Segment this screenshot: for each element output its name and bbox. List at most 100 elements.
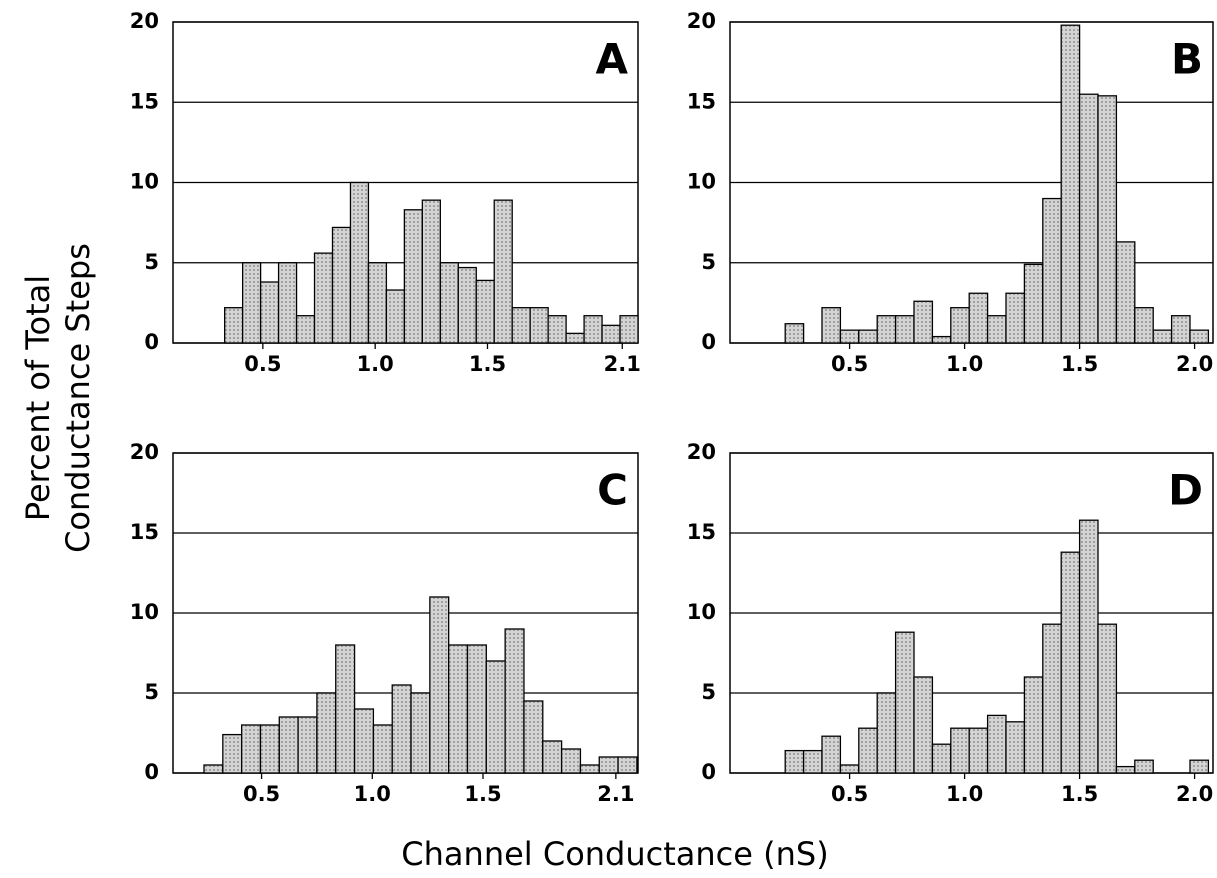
bar-texture bbox=[580, 765, 600, 773]
x-tick-label: 2.0 bbox=[1176, 782, 1213, 806]
bar-texture bbox=[332, 227, 351, 343]
bar-texture bbox=[530, 307, 549, 343]
bar-texture bbox=[1006, 721, 1025, 773]
panel: 0 5 10 15 20 0.5 1.0 1.5 2.1 C bbox=[130, 440, 639, 806]
bar-texture bbox=[1042, 198, 1062, 343]
bar-texture bbox=[932, 336, 951, 343]
panel-letter: D bbox=[1168, 466, 1203, 515]
bar-texture bbox=[404, 209, 423, 343]
bar-texture bbox=[620, 315, 638, 343]
bar-texture bbox=[987, 715, 1006, 773]
x-tick-label: 0.5 bbox=[244, 352, 281, 376]
y-tick-label: 5 bbox=[701, 680, 716, 704]
bar-texture bbox=[969, 728, 988, 773]
bar-texture bbox=[373, 725, 393, 773]
panel: 0 5 10 15 20 0.5 1.0 1.5 2.0 B bbox=[687, 9, 1214, 376]
bar-texture bbox=[350, 182, 369, 343]
bar-texture bbox=[1061, 552, 1080, 773]
x-tick-label: 2.1 bbox=[597, 782, 634, 806]
bar-texture bbox=[822, 736, 841, 773]
y-label-line: Conductance Steps bbox=[59, 243, 97, 553]
bar-texture bbox=[877, 315, 896, 343]
x-tick-label: 1.5 bbox=[1061, 352, 1098, 376]
x-tick-label: 2.1 bbox=[604, 352, 641, 376]
bar-texture bbox=[561, 749, 581, 773]
bar-texture bbox=[204, 765, 223, 773]
bar-texture bbox=[386, 290, 405, 343]
bar-texture bbox=[1024, 264, 1043, 343]
x-tick-label: 2.0 bbox=[1176, 352, 1213, 376]
bar-texture bbox=[260, 282, 279, 343]
x-tick-label: 1.0 bbox=[354, 782, 391, 806]
bar-texture bbox=[914, 301, 933, 343]
bar-texture bbox=[278, 262, 297, 343]
x-tick-label: 1.5 bbox=[469, 352, 506, 376]
bar-texture bbox=[241, 725, 261, 773]
bar-texture bbox=[785, 750, 804, 773]
y-tick-label: 20 bbox=[130, 440, 159, 464]
panel: 0 5 10 15 20 0.5 1.0 1.5 2.0 D bbox=[687, 440, 1214, 806]
y-tick-label: 15 bbox=[687, 89, 716, 113]
x-tick-label: 0.5 bbox=[831, 352, 868, 376]
bar-texture bbox=[440, 262, 459, 343]
bar-texture bbox=[296, 315, 315, 343]
bar-texture bbox=[1116, 766, 1135, 773]
y-tick-label: 20 bbox=[687, 440, 716, 464]
bar-texture bbox=[1116, 241, 1135, 343]
y-tick-label: 20 bbox=[687, 9, 716, 33]
bar-texture bbox=[840, 765, 859, 773]
bar-texture bbox=[476, 280, 495, 343]
bar-texture bbox=[448, 645, 468, 773]
bar-texture bbox=[260, 725, 280, 773]
y-tick-label: 5 bbox=[144, 680, 159, 704]
y-tick-label: 0 bbox=[144, 330, 159, 354]
x-tick-label: 1.0 bbox=[946, 352, 983, 376]
bar-texture bbox=[618, 757, 637, 773]
bar-texture bbox=[1134, 307, 1154, 343]
bar-texture bbox=[1006, 293, 1025, 343]
panel-letter: A bbox=[595, 35, 628, 84]
bar-texture bbox=[494, 200, 513, 343]
panel: 0 5 10 15 20 0.5 1.0 1.5 2.1 A bbox=[130, 9, 641, 376]
x-tick-label: 0.5 bbox=[831, 782, 868, 806]
panel-letter: B bbox=[1171, 35, 1203, 84]
y-tick-label: 10 bbox=[687, 170, 716, 194]
bar-texture bbox=[969, 293, 988, 343]
bar-texture bbox=[368, 262, 387, 343]
bar-texture bbox=[895, 632, 914, 773]
y-tick-label: 15 bbox=[130, 89, 159, 113]
bar-texture bbox=[316, 693, 336, 773]
x-tick-label: 1.0 bbox=[357, 352, 394, 376]
bar-texture bbox=[858, 728, 878, 773]
bar-texture bbox=[895, 315, 914, 343]
bar-texture bbox=[1171, 315, 1190, 343]
y-tick-label: 15 bbox=[687, 520, 716, 544]
x-label: Channel Conductance (nS) bbox=[401, 835, 828, 873]
bar-texture bbox=[1098, 624, 1117, 773]
bar-texture bbox=[950, 307, 970, 343]
bar-texture bbox=[429, 597, 449, 773]
y-tick-label: 10 bbox=[130, 170, 159, 194]
bar-texture bbox=[987, 315, 1006, 343]
bar-texture bbox=[354, 709, 374, 773]
bar-texture bbox=[1061, 25, 1080, 344]
y-tick-label: 0 bbox=[701, 760, 716, 784]
bar-texture bbox=[1190, 330, 1209, 343]
bar-texture bbox=[542, 741, 562, 773]
y-tick-label: 5 bbox=[701, 250, 716, 274]
bar-texture bbox=[858, 330, 878, 343]
bar-texture bbox=[458, 267, 477, 343]
x-tick-label: 1.5 bbox=[464, 782, 501, 806]
x-tick-label: 1.0 bbox=[946, 782, 983, 806]
panel-letter: C bbox=[597, 466, 628, 515]
bar-texture bbox=[1079, 520, 1098, 773]
bar-texture bbox=[298, 717, 317, 773]
bar-texture bbox=[224, 307, 243, 343]
bar-texture bbox=[1042, 624, 1062, 773]
y-tick-label: 10 bbox=[687, 600, 716, 624]
bar-texture bbox=[840, 330, 859, 343]
bar-texture bbox=[914, 677, 933, 773]
bar-texture bbox=[932, 744, 951, 773]
bar-texture bbox=[467, 645, 487, 773]
